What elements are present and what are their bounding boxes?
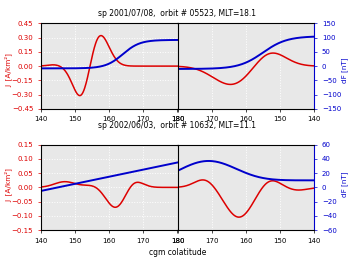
Text: cgm colatitude: cgm colatitude [149,248,206,257]
Text: dF [nT]: dF [nT] [342,172,349,197]
Text: J  [A/km²]: J [A/km²] [5,53,13,87]
Text: J  [A/km²]: J [A/km²] [5,168,13,202]
Text: sp 2001/07/08,  orbit # 05523, MLT=18.1: sp 2001/07/08, orbit # 05523, MLT=18.1 [98,9,257,18]
Text: sp 2002/06/03,  orbit # 10632, MLT=11.1: sp 2002/06/03, orbit # 10632, MLT=11.1 [98,121,257,130]
Text: dF [nT]: dF [nT] [342,57,349,83]
